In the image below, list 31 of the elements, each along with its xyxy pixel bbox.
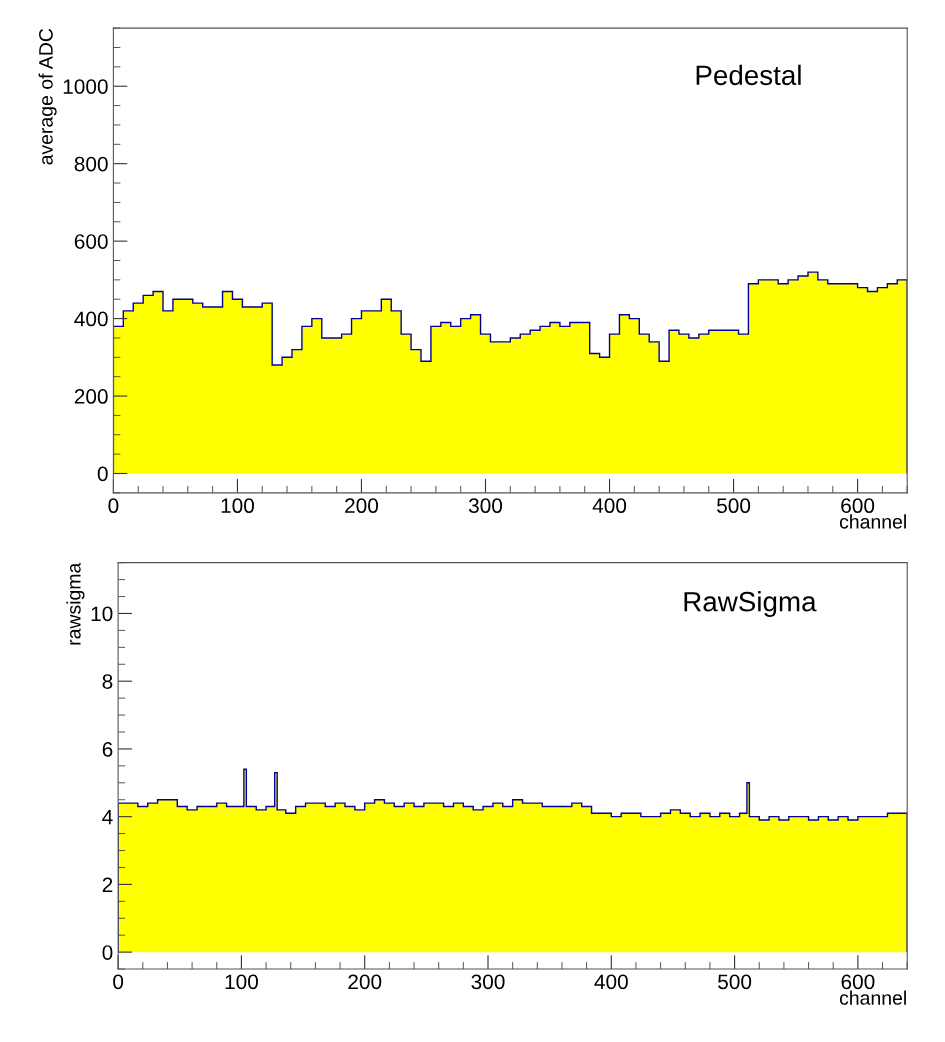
y-tick-label: 400 bbox=[74, 311, 108, 327]
x-tick-label: 0 bbox=[113, 974, 124, 990]
y-tick-label: 800 bbox=[74, 156, 108, 172]
x-tick-label: 200 bbox=[345, 498, 379, 514]
text: RawSigma bbox=[684, 591, 817, 617]
x-tick-label: 500 bbox=[717, 498, 751, 514]
y-tick-label: 4 bbox=[102, 809, 113, 825]
x-tick-label: 100 bbox=[221, 498, 254, 514]
y-tick-label: 10 bbox=[91, 606, 113, 622]
x-axis-title: channel bbox=[839, 990, 906, 1005]
y-tick-label: 6 bbox=[102, 741, 113, 757]
x-axis-title: channel bbox=[839, 514, 906, 529]
x-tick-label: 600 bbox=[841, 974, 875, 990]
y-tick-label: 200 bbox=[74, 389, 108, 404]
text: Pedestal bbox=[696, 64, 801, 86]
x-tick-label: 300 bbox=[471, 974, 505, 990]
x-tick-label: 500 bbox=[718, 974, 752, 990]
y-tick-label: 1000 bbox=[63, 79, 108, 94]
x-tick-label: 200 bbox=[348, 974, 382, 990]
x-tick-label: 400 bbox=[592, 498, 627, 514]
x-tick-label: 400 bbox=[594, 974, 628, 990]
x-tick-label: 100 bbox=[225, 974, 258, 990]
x-tick-label: 300 bbox=[468, 498, 503, 514]
y-axis-title: average of ADC bbox=[38, 28, 57, 165]
x-tick-label: 600 bbox=[841, 498, 875, 514]
y-tick-label: 0 bbox=[102, 945, 113, 960]
y-axis-title: rawsigma bbox=[66, 562, 85, 645]
y-tick-label: 0 bbox=[97, 466, 108, 482]
y-tick-label: 600 bbox=[74, 234, 108, 249]
y-tick-label: 2 bbox=[102, 877, 113, 892]
y-tick-label: 8 bbox=[102, 674, 113, 689]
